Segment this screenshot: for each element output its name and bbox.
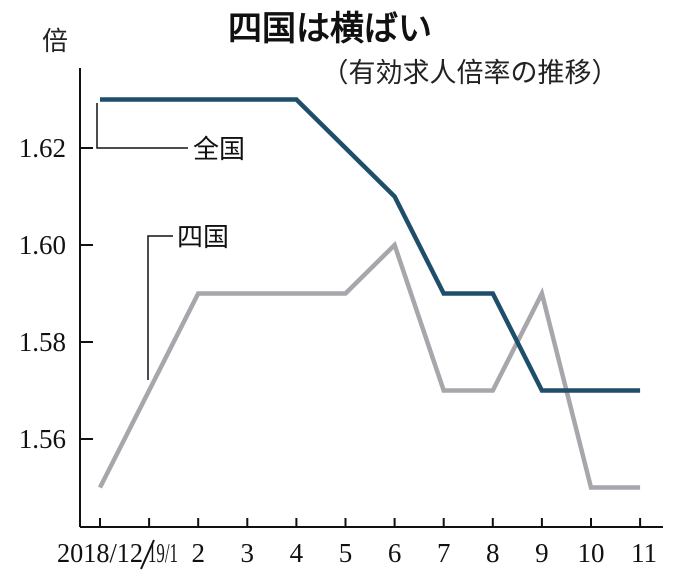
legend-label-1: 四国	[177, 223, 229, 253]
series-line-0	[100, 97, 641, 393]
chart-subtitle: （有効求人倍率の推移）	[322, 58, 619, 89]
series-layer	[97, 97, 641, 490]
chart-title: 四国は横ばい	[228, 9, 432, 49]
legend-label-0: 全国	[193, 135, 245, 165]
x-tick-label: 5	[339, 538, 353, 568]
y-tick-label: 1.56	[19, 424, 66, 454]
x-tick-label: 11	[631, 538, 657, 568]
x-tick-label: 7	[437, 538, 451, 568]
x-axis-ticks: 2018/12 19/1 2 3 4 5 6 7 8 9 10 11	[57, 518, 657, 570]
x-tick-label: 2	[191, 538, 205, 568]
y-axis-unit: 倍	[42, 27, 68, 57]
x-tick-label: 8	[486, 538, 500, 568]
y-tick-label: 1.62	[19, 133, 66, 163]
y-axis-ticks: 1.56 1.58 1.60 1.62	[19, 133, 93, 454]
x-tick-label: 3	[241, 538, 255, 568]
x-tick-label: 4	[290, 538, 304, 568]
x-tick-label: 10	[578, 538, 605, 568]
x-year-separator	[140, 539, 155, 570]
x-tick-label: 9	[535, 538, 549, 568]
legend-leader-1	[147, 235, 173, 380]
x-tick-label: 2018/12	[57, 538, 143, 568]
x-tick-label: 6	[388, 538, 402, 568]
series-line-1	[97, 240, 641, 490]
y-tick-label: 1.60	[19, 230, 66, 260]
y-tick-label: 1.58	[19, 327, 66, 357]
legend-leader-0	[96, 103, 188, 149]
